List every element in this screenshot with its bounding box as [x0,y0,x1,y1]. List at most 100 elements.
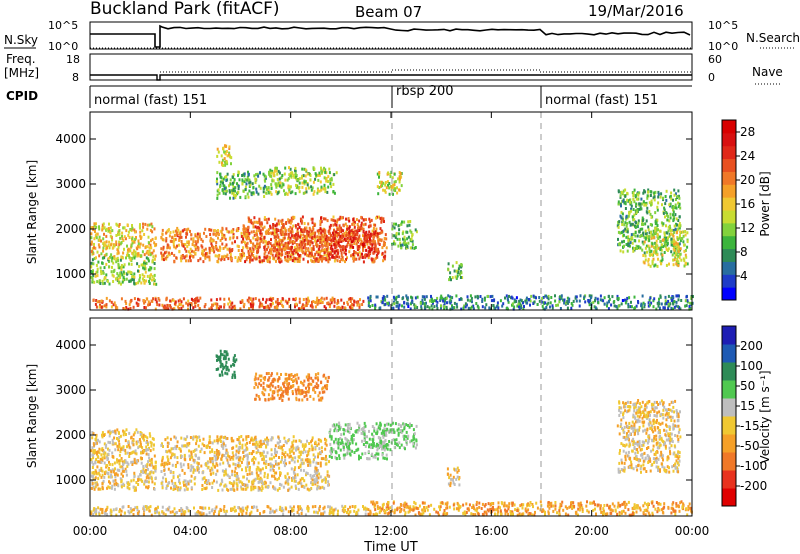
heatmap-cell [305,301,308,305]
heatmap-cell [403,235,406,239]
heatmap-cell [255,173,257,177]
heatmap-cell [218,305,221,309]
heatmap-cell [236,244,239,248]
heatmap-cell [276,253,279,257]
colorbar-segment [722,132,736,147]
heatmap-cell [231,305,234,309]
heatmap-cell [287,177,290,181]
heatmap-cell [277,183,280,187]
heatmap-cell [676,195,679,198]
heatmap-cell [335,223,338,227]
heatmap-cell [647,188,650,192]
heatmap-cell [384,233,387,237]
heatmap-cell [669,227,672,231]
heatmap-cell [241,300,244,304]
heatmap-cell [208,228,211,232]
heatmap-cell [234,463,237,467]
heatmap-cell [520,299,523,303]
heatmap-cell [619,214,622,218]
heatmap-cell [122,270,125,274]
heatmap-cell [150,441,153,445]
heatmap-cell [122,482,125,486]
heatmap-cell [383,257,386,261]
heatmap-cell [460,263,463,267]
heatmap-cell [563,301,566,305]
heatmap-cell [272,171,275,175]
heatmap-cell [370,257,373,261]
heatmap-cell [684,304,687,308]
heatmap-cell [176,461,179,465]
heatmap-cell [351,303,354,306]
heatmap-cell [101,433,103,437]
heatmap-cell [639,227,642,231]
heatmap-cell [665,263,668,267]
colorbar-segment [722,235,736,250]
heatmap-cell [660,302,663,306]
heatmap-cell [162,247,165,251]
heatmap-cell [173,485,176,488]
heatmap-cell [280,243,283,246]
heatmap-cell [635,197,638,201]
heatmap-cell [240,485,243,489]
heatmap-cell [260,442,263,446]
heatmap-cell [261,259,264,263]
heatmap-cell [377,241,380,245]
heatmap-cell [222,191,225,195]
heatmap-cell [290,247,293,251]
heatmap-cell [263,216,266,220]
heatmap-cell [383,220,385,223]
heatmap-cell [443,301,446,305]
heatmap-cell [505,294,508,298]
heatmap-cell [325,234,328,238]
heatmap-cell [617,200,620,204]
heatmap-cell [246,455,249,459]
heatmap-cell [215,480,218,484]
heatmap-cell [137,269,139,273]
heatmap-cell [318,247,321,251]
heatmap-cell [339,245,342,249]
heatmap-cell [683,264,686,268]
heatmap-cell [397,224,400,228]
heatmap-cell [243,172,246,176]
heatmap-cell [252,191,255,195]
heatmap-cell [293,249,296,253]
heatmap-cell [302,228,305,232]
heatmap-cell [134,254,137,258]
heatmap-cell [130,479,133,483]
heatmap-cell [367,304,370,308]
heatmap-cell [340,228,343,232]
heatmap-cell [243,449,246,453]
heatmap-cell [538,296,541,299]
heatmap-cell [270,183,273,187]
heatmap-cell [151,230,154,234]
heatmap-cell [466,295,469,299]
heatmap-cell [336,228,339,232]
heatmap-cell [152,297,155,301]
heatmap-cell [205,235,208,238]
heatmap-cell [636,234,639,238]
heatmap-cell [302,251,305,255]
heatmap-cell [314,258,317,262]
heatmap-cell [259,186,262,190]
heatmap-cell [348,226,351,230]
heatmap-cell [288,476,291,480]
heatmap-cell [124,237,127,241]
heatmap-cell [519,302,522,306]
heatmap-cell [653,245,656,249]
heatmap-cell [321,259,323,263]
frequency-panel-frame [89,53,693,81]
heatmap-cell [269,468,272,472]
heatmap-cell [647,259,650,263]
heatmap-cell [380,231,383,235]
heatmap-cell [470,305,473,309]
heatmap-cell [203,231,205,235]
heatmap-cell [253,478,256,482]
heatmap-cell [254,225,257,229]
heatmap-cell [407,235,410,239]
heatmap-cell [274,444,277,448]
heatmap-cell [145,297,148,301]
heatmap-cell [217,188,220,192]
heatmap-cell [404,243,406,246]
heatmap-cell [132,305,135,309]
heatmap-cell [278,487,281,490]
